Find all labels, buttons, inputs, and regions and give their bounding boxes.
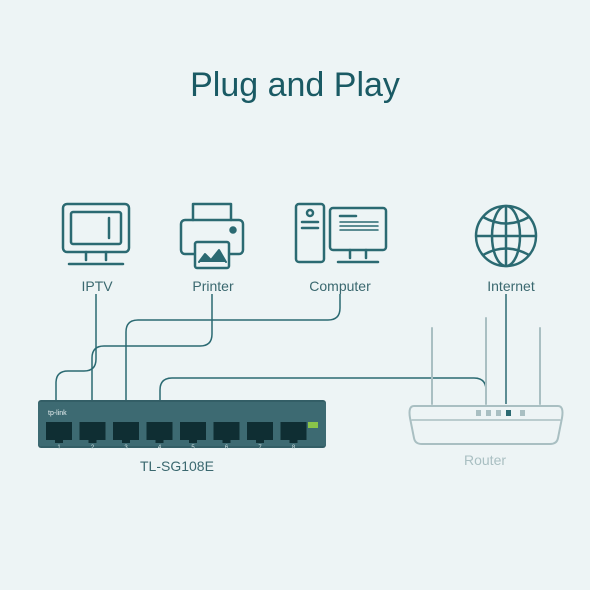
iptv-icon bbox=[63, 204, 129, 264]
switch-port-8 bbox=[281, 422, 307, 440]
iptv-label: IPTV bbox=[72, 278, 122, 294]
printer-label: Printer bbox=[178, 278, 248, 294]
switch-port-5 bbox=[180, 422, 206, 440]
switch-port-1 bbox=[46, 422, 72, 440]
switch-label: TL-SG108E bbox=[140, 458, 214, 474]
computer-label: Computer bbox=[300, 278, 380, 294]
printer-icon bbox=[181, 204, 243, 268]
svg-text:tp-link: tp-link bbox=[48, 410, 67, 417]
cable-computer bbox=[126, 294, 340, 400]
network-diagram: tp-link 12345678 bbox=[0, 0, 590, 590]
cable-iptv bbox=[56, 294, 96, 400]
internet-label: Internet bbox=[476, 278, 546, 294]
router-label: Router bbox=[464, 452, 506, 468]
switch-port-3 bbox=[113, 422, 139, 440]
switch-port-4 bbox=[147, 422, 173, 440]
switch-device: tp-link 12345678 bbox=[38, 400, 326, 451]
switch-port-2 bbox=[80, 422, 106, 440]
router-device bbox=[410, 318, 563, 444]
computer-icon bbox=[296, 204, 386, 262]
globe-icon bbox=[476, 206, 536, 266]
switch-port-6 bbox=[214, 422, 240, 440]
cable-printer bbox=[92, 294, 212, 400]
switch-port-7 bbox=[247, 422, 273, 440]
